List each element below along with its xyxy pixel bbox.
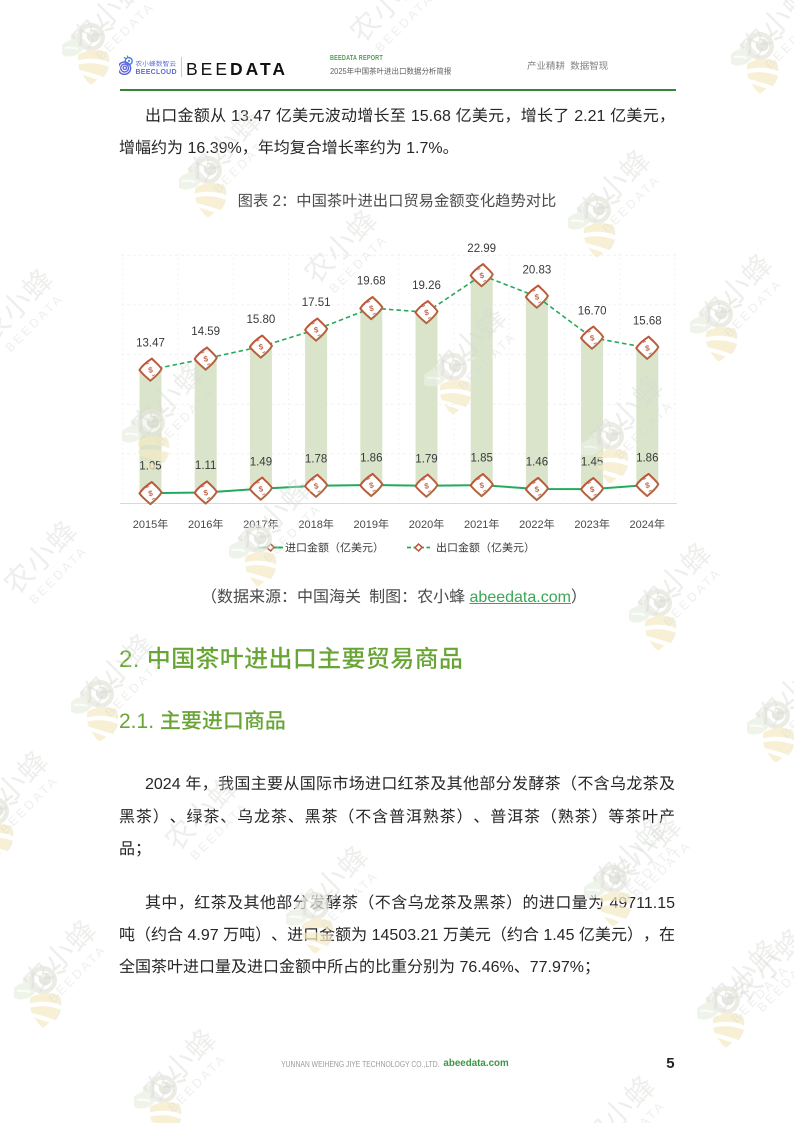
svg-text:2021年: 2021年 [464,518,499,531]
svg-text:1.05: 1.05 [139,461,161,473]
svg-text:2024年: 2024年 [630,518,665,531]
svg-text:1.78: 1.78 [305,453,327,465]
svg-text:19.68: 19.68 [357,276,386,288]
svg-text:2015年: 2015年 [133,518,168,531]
svg-text:16.70: 16.70 [578,305,607,317]
svg-text:1.45: 1.45 [581,457,603,469]
svg-text:2018年: 2018年 [298,518,333,531]
svg-text:进口金额（亿美元）: 进口金额（亿美元） [285,542,384,555]
svg-text:2016年: 2016年 [188,518,223,531]
svg-text:2023年: 2023年 [574,518,609,531]
svg-text:15.80: 15.80 [247,314,276,326]
svg-text:1.46: 1.46 [526,457,548,469]
svg-text:22.99: 22.99 [467,243,496,255]
svg-text:2022年: 2022年 [519,518,554,531]
svg-text:1.86: 1.86 [636,453,658,465]
svg-text:1.85: 1.85 [471,453,493,465]
svg-text:1.86: 1.86 [360,453,382,465]
svg-text:1.49: 1.49 [250,456,272,468]
svg-text:15.68: 15.68 [633,315,662,327]
svg-text:19.26: 19.26 [412,280,441,292]
svg-text:13.47: 13.47 [136,337,165,349]
svg-text:20.83: 20.83 [523,264,552,276]
svg-text:2019年: 2019年 [354,518,389,531]
svg-text:1.11: 1.11 [195,460,217,472]
svg-text:17.51: 17.51 [302,297,331,309]
svg-text:14.59: 14.59 [191,326,220,338]
svg-text:2017年: 2017年 [243,518,278,531]
svg-text:1.79: 1.79 [415,453,437,465]
svg-text:出口金额（亿美元）: 出口金额（亿美元） [436,542,535,555]
svg-text:2020年: 2020年 [409,518,444,531]
